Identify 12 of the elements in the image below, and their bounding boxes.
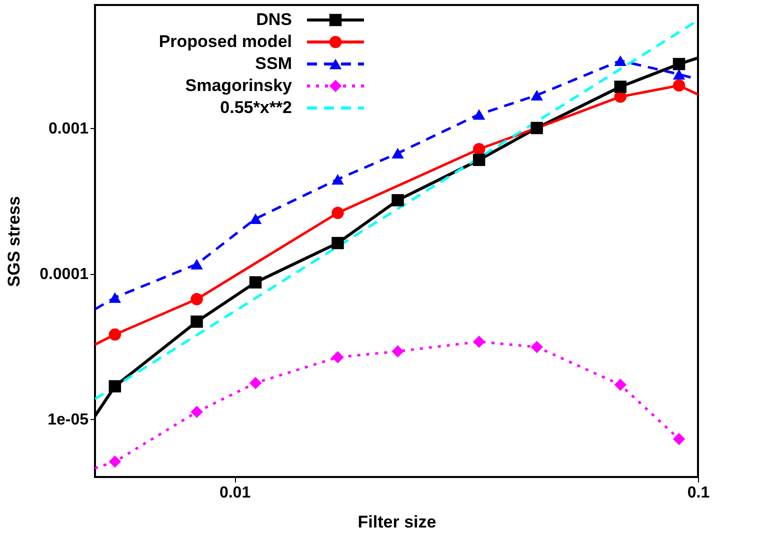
legend-label: SSM bbox=[255, 54, 292, 73]
legend-label: Smagorinsky bbox=[185, 76, 293, 95]
legend-label: 0.55*x**2 bbox=[220, 98, 292, 117]
legend-label: DNS bbox=[256, 10, 292, 29]
x-tick-label: 0.01 bbox=[219, 484, 251, 502]
y-tick-label: 0.001 bbox=[48, 120, 89, 138]
legend-label: Proposed model bbox=[158, 32, 292, 51]
x-tick-label: 0.1 bbox=[687, 484, 710, 502]
y-axis-title: SGS stress bbox=[4, 196, 24, 287]
y-tick-label: 1e-05 bbox=[48, 412, 89, 429]
y-tick-label: 0.0001 bbox=[40, 266, 89, 284]
x-axis-title: Filter size bbox=[358, 512, 436, 532]
